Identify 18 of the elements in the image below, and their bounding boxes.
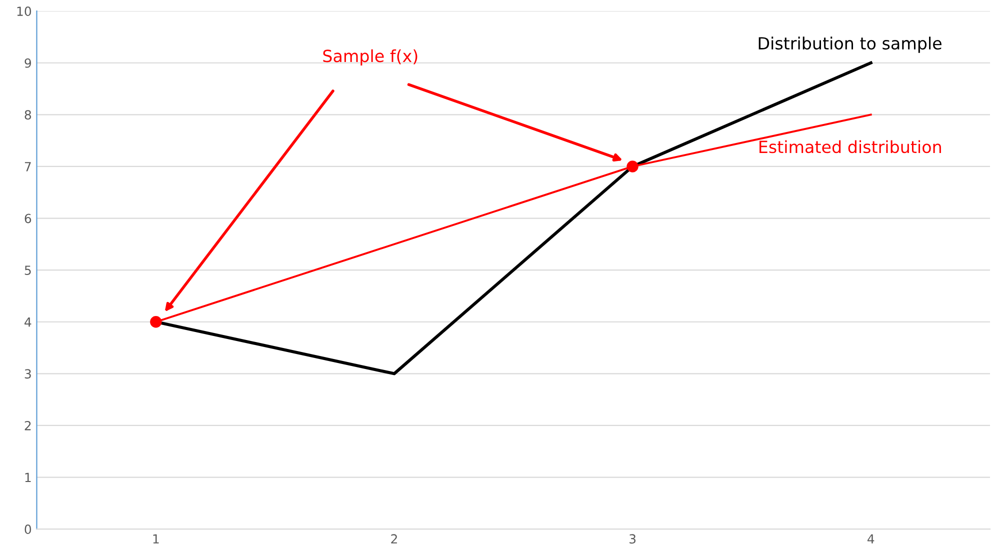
y-tick-label: 5 <box>24 266 31 275</box>
y-tick-label: 3 <box>24 369 31 379</box>
y-tick-label: 0 <box>24 524 32 534</box>
y-tick-label: 4 <box>24 318 32 327</box>
y-tick-label: 6 <box>24 214 32 224</box>
y-tick-label: 10 <box>17 6 32 16</box>
y-tick-label: 7 <box>24 162 31 172</box>
y-tick-label: 1 <box>25 472 31 482</box>
y-tick-label: 8 <box>24 110 32 120</box>
series-label: Estimated distribution <box>760 140 941 154</box>
x-tick-label: 3 <box>630 534 636 544</box>
series-label: Distribution to sample <box>758 36 942 53</box>
y-tick-label: 9 <box>24 58 31 68</box>
annotation: Sample f(x) <box>323 49 418 66</box>
x-tick-label: 4 <box>867 534 874 544</box>
y-tick-label: 2 <box>24 420 31 430</box>
x-tick-label: 2 <box>391 534 397 544</box>
x-tick-label: 1 <box>153 534 159 544</box>
